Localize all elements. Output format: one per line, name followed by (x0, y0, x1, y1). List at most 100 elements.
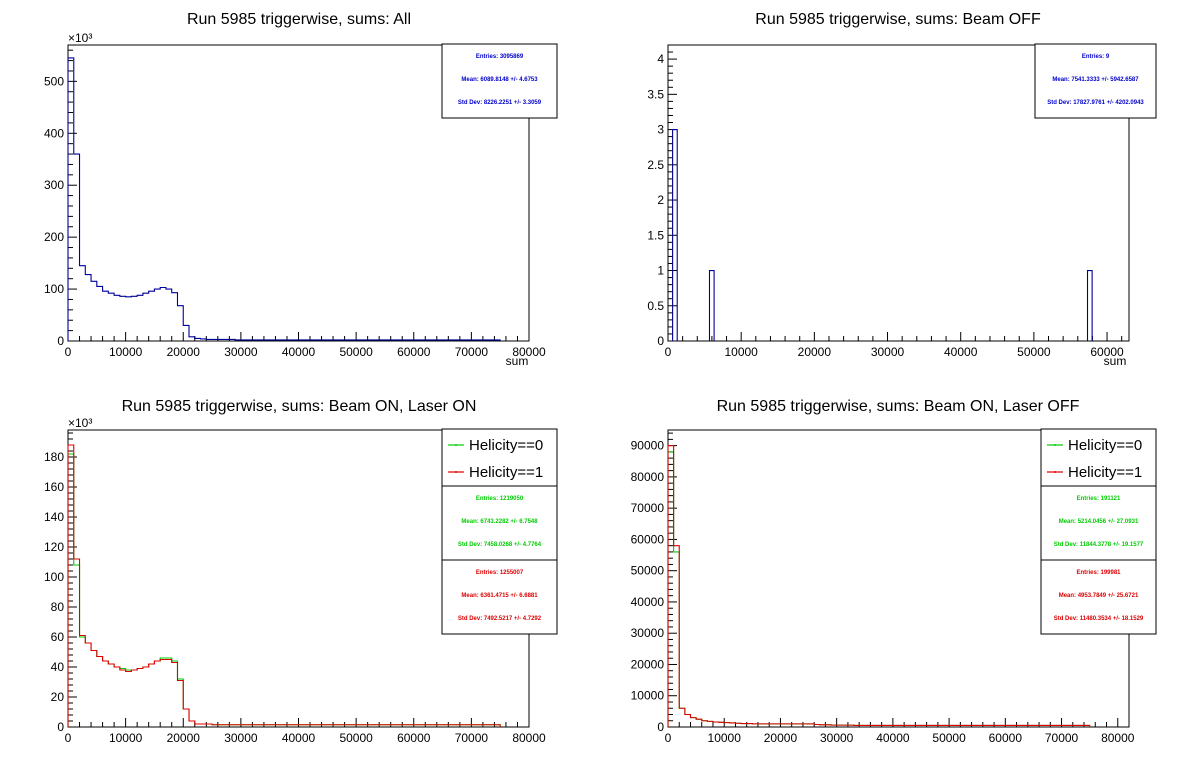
x-tick-label: 40000 (282, 731, 316, 745)
panel-beam-on-laser-on: Run 5985 triggerwise, sums: Beam ON, Las… (44, 398, 558, 745)
stats-line: Mean: 6361.4715 +/- 6.6881 (461, 593, 538, 599)
y-tick-label: 0 (57, 334, 64, 348)
stats-line: Std Dev: 7458.0268 +/- 4.7764 (458, 542, 542, 548)
stats-line: Entries: 199981 (1076, 570, 1121, 576)
x-tick-label: 60000 (397, 731, 431, 745)
y-tick-label: 200 (44, 230, 64, 244)
y-tick-label: 3.5 (647, 87, 664, 101)
x-tick-label: 70000 (455, 345, 489, 359)
stats-box (1040, 485, 1157, 561)
histogram-series-1 (672, 129, 1093, 341)
y-tick-label: 140 (44, 510, 64, 524)
panel-beam-off: Run 5985 triggerwise, sums: Beam OFF 0 100… (647, 11, 1157, 368)
chart-title: Run 5985 triggerwise, sums: Beam OFF (755, 11, 1041, 28)
x-tick-label: 50000 (339, 345, 373, 359)
histogram-series-2 (67, 444, 501, 727)
legend-marker (455, 471, 457, 473)
stats-box (1034, 43, 1157, 119)
stats-line: Std Dev: 17827.9761 +/- 4202.0943 (1047, 100, 1144, 106)
x-tick-label: 40000 (876, 731, 910, 745)
x-tick-label: 60000 (397, 345, 431, 359)
y-tick-label: 100 (44, 570, 64, 584)
y-multiplier-label: ×10³ (68, 416, 92, 430)
y-multiplier-label: ×10³ (68, 31, 92, 45)
x-tick-label: 70000 (455, 731, 489, 745)
x-tick-label: 20000 (167, 345, 201, 359)
x-tick-label: 80000 (512, 731, 546, 745)
x-tick-label: 0 (665, 731, 672, 745)
x-tick-label: 0 (665, 345, 672, 359)
x-tick-label: 20000 (764, 731, 798, 745)
x-tick-label: 50000 (339, 731, 373, 745)
stats-box (441, 559, 558, 635)
y-tick-label: 1 (657, 264, 664, 278)
legend-label: Helicity==1 (469, 464, 543, 481)
x-tick-label: 60000 (1090, 345, 1124, 359)
y-tick-label: 80000 (631, 470, 665, 484)
x-tick-label: 0 (65, 731, 72, 745)
stats-line: Std Dev: 7492.5217 +/- 4.7292 (458, 616, 542, 622)
y-tick-label: 40 (51, 660, 65, 674)
y-tick-label: 20 (51, 690, 65, 704)
y-tick-label: 100 (44, 282, 64, 296)
y-tick-label: 4 (657, 52, 664, 66)
x-tick-label: 60000 (989, 731, 1023, 745)
y-tick-label: 70000 (631, 501, 665, 515)
y-tick-label: 3 (657, 123, 664, 137)
stats-line: Mean: 5214.0456 +/- 27.0931 (1059, 519, 1139, 525)
legend-label: Helicity==0 (1068, 437, 1142, 454)
x-tick-label: 10000 (109, 345, 143, 359)
y-tick-label: 0 (657, 720, 664, 734)
legend-marker (455, 444, 457, 446)
y-tick-label: 30000 (631, 626, 665, 640)
x-tick-label: 10000 (724, 345, 758, 359)
stats-line: Std Dev: 8226.2251 +/- 3.3059 (458, 100, 542, 106)
x-tick-label: 40000 (944, 345, 978, 359)
y-tick-label: 2.5 (647, 158, 664, 172)
y-tick-label: 50000 (631, 564, 665, 578)
histogram-series-1 (67, 57, 501, 341)
stats-line: Mean: 6089.8148 +/- 4.6753 (461, 77, 538, 83)
chart-title: Run 5985 triggerwise, sums: Beam ON, Las… (122, 398, 477, 415)
chart-title: Run 5985 triggerwise, sums: All (187, 11, 411, 28)
x-tick-label: 30000 (224, 731, 258, 745)
stats-line: Entries: 1255007 (476, 570, 524, 576)
x-tick-label: 30000 (820, 731, 854, 745)
legend-label: Helicity==1 (1068, 464, 1142, 481)
stats-line: Mean: 6743.2282 +/- 6.7548 (461, 519, 538, 525)
y-tick-label: 400 (44, 126, 64, 140)
x-tick-label: 80000 (512, 345, 546, 359)
histogram-series-1 (67, 453, 501, 727)
y-tick-label: 20000 (631, 657, 665, 671)
stats-line: Mean: 4953.7849 +/- 25.6721 (1059, 593, 1139, 599)
x-axis-label: sum (1104, 354, 1127, 368)
panel-beam-on-laser-off: Run 5985 triggerwise, sums: Beam ON, Las… (631, 398, 1157, 745)
y-tick-label: 2 (657, 193, 664, 207)
x-tick-label: 50000 (932, 731, 966, 745)
y-tick-label: 160 (44, 480, 64, 494)
stats-line: Entries: 3095869 (476, 54, 524, 60)
y-tick-label: 90000 (631, 439, 665, 453)
y-tick-label: 0 (57, 720, 64, 734)
x-tick-label: 10000 (109, 731, 143, 745)
x-axis-label: sum (506, 354, 529, 368)
x-tick-label: 80000 (1101, 731, 1135, 745)
y-tick-label: 80 (51, 600, 65, 614)
panel-all: Run 5985 triggerwise, sums: All 0 10000 200… (44, 11, 558, 368)
stats-line: Entries: 1219050 (476, 496, 524, 502)
stats-line: Entries: 9 (1082, 54, 1110, 60)
x-tick-label: 10000 (708, 731, 742, 745)
x-tick-label: 30000 (871, 345, 905, 359)
y-tick-label: 1.5 (647, 228, 664, 242)
y-tick-label: 180 (44, 450, 64, 464)
histogram-series-2 (667, 445, 1091, 727)
x-tick-label: 50000 (1017, 345, 1051, 359)
stats-line: Std Dev: 11844.3778 +/- 19.1577 (1054, 542, 1144, 548)
stats-box (441, 43, 558, 119)
y-tick-label: 300 (44, 178, 64, 192)
y-tick-label: 0 (657, 334, 664, 348)
stats-line: Entries: 191121 (1077, 496, 1121, 502)
chart-title: Run 5985 triggerwise, sums: Beam ON, Las… (717, 398, 1080, 415)
stats-box (1040, 559, 1157, 635)
